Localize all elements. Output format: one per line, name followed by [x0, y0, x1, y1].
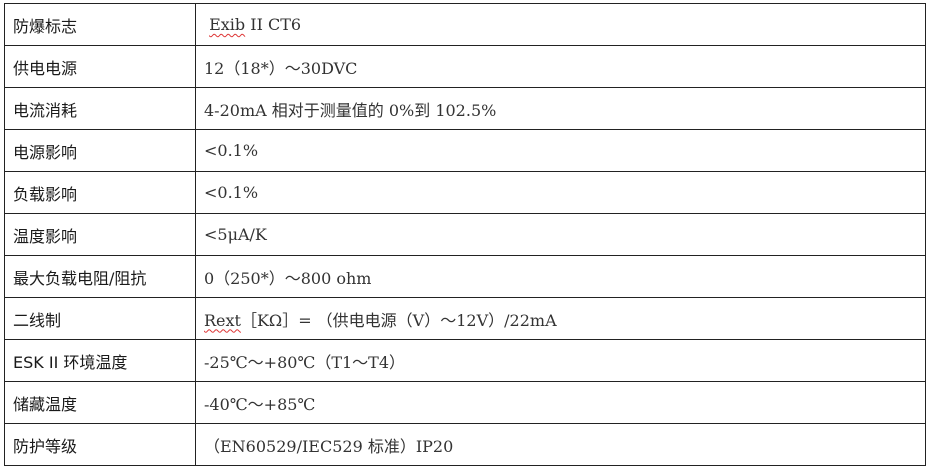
row-value: Exib II CT6 [195, 3, 926, 46]
table-row: ESK II 环境温度 -25℃～+80℃（T1～T4） [4, 339, 926, 382]
value-text: ［KΩ］= （供电电源（V）～12V）/22mA [240, 310, 557, 330]
table-row: 电流消耗 4-20mA 相对于测量值的 0%到 102.5% [4, 87, 926, 130]
row-value: 12（18*）～30DVC [195, 45, 926, 88]
row-value: Rext［KΩ］= （供电电源（V）～12V）/22mA [195, 297, 926, 340]
table-row: 防护等级 （EN60529/IEC529 标准）IP20 [4, 423, 926, 466]
value-text: II CT6 [245, 15, 302, 34]
row-label: 电流消耗 [4, 87, 196, 130]
row-value: 0（250*）～800 ohm [195, 255, 926, 298]
spec-table: 防爆标志 Exib II CT6 供电电源 12（18*）～30DVC 电流消耗… [4, 3, 926, 466]
row-label: 最大负载电阻/阻抗 [4, 255, 196, 298]
row-value: <0.1% [195, 129, 926, 172]
row-value: -25℃～+80℃（T1～T4） [195, 339, 926, 382]
row-label: ESK II 环境温度 [4, 339, 196, 382]
table-row: 温度影响 <5μA/K [4, 213, 926, 256]
row-label: 防护等级 [4, 423, 196, 466]
row-value: <0.1% [195, 171, 926, 214]
table-row: 电源影响 <0.1% [4, 129, 926, 172]
table-row: 供电电源 12（18*）～30DVC [4, 45, 926, 88]
row-label: 供电电源 [4, 45, 196, 88]
table-row: 负载影响 <0.1% [4, 171, 926, 214]
table-row: 最大负载电阻/阻抗 0（250*）～800 ohm [4, 255, 926, 298]
table-row: 防爆标志 Exib II CT6 [4, 3, 926, 46]
row-label: 负载影响 [4, 171, 196, 214]
table-row: 二线制 Rext［KΩ］= （供电电源（V）～12V）/22mA [4, 297, 926, 340]
row-label: 二线制 [4, 297, 196, 340]
table-row: 储藏温度 -40℃～+85℃ [4, 381, 926, 424]
row-value: 4-20mA 相对于测量值的 0%到 102.5% [195, 87, 926, 130]
row-label: 电源影响 [4, 129, 196, 172]
row-value: -40℃～+85℃ [195, 381, 926, 424]
spellcheck-flagged-word: Rext [204, 310, 241, 330]
row-label: 温度影响 [4, 213, 196, 256]
row-label: 储藏温度 [4, 381, 196, 424]
row-value: （EN60529/IEC529 标准）IP20 [195, 423, 926, 466]
row-value: <5μA/K [195, 213, 926, 256]
row-label: 防爆标志 [4, 3, 196, 46]
spellcheck-flagged-word: Exib [209, 15, 246, 34]
